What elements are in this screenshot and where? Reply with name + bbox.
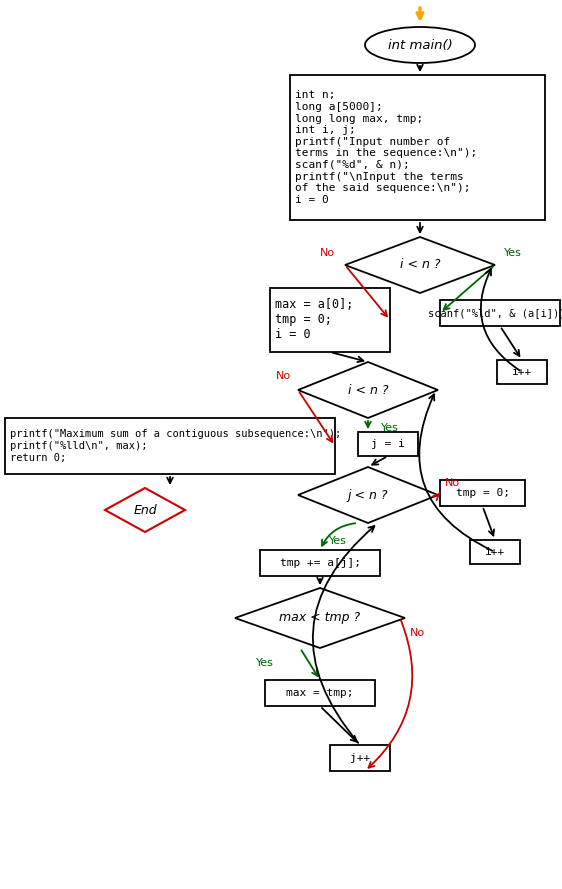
Text: printf("Maximum sum of a contiguous subsequence:\n");
printf("%lld\n", max);
ret: printf("Maximum sum of a contiguous subs… [10,429,341,462]
FancyBboxPatch shape [470,540,520,564]
FancyBboxPatch shape [270,288,390,352]
FancyBboxPatch shape [5,418,335,474]
Text: Yes: Yes [504,248,522,258]
Text: No: No [410,628,424,638]
FancyBboxPatch shape [497,360,547,384]
Polygon shape [298,467,438,523]
FancyBboxPatch shape [260,550,380,576]
Text: j < n ?: j < n ? [348,488,388,501]
Text: i < n ?: i < n ? [400,259,440,271]
FancyBboxPatch shape [330,745,390,771]
FancyBboxPatch shape [290,75,545,220]
Text: tmp = 0;: tmp = 0; [455,488,510,498]
Text: No: No [445,478,460,488]
Text: int main(): int main() [388,38,452,52]
Text: i++: i++ [512,367,532,377]
Text: Yes: Yes [381,423,399,433]
Polygon shape [345,237,495,293]
FancyBboxPatch shape [265,680,375,706]
Text: i++: i++ [485,547,505,557]
Polygon shape [235,588,405,648]
Text: Yes: Yes [329,536,347,546]
Text: max = a[0];
tmp = 0;
i = 0: max = a[0]; tmp = 0; i = 0 [275,299,353,341]
Text: max < tmp ?: max < tmp ? [279,612,361,624]
FancyBboxPatch shape [440,480,525,506]
Text: int n;
long a[5000];
long long max, tmp;
int i, j;
printf("Input number of
terms: int n; long a[5000]; long long max, tmp;… [295,91,477,204]
FancyBboxPatch shape [358,432,418,456]
Text: i < n ?: i < n ? [348,383,388,396]
Text: Yes: Yes [256,658,274,668]
Text: No: No [319,248,334,258]
Text: tmp += a[j];: tmp += a[j]; [279,558,360,568]
Text: scanf("%ld", & (a[i]));: scanf("%ld", & (a[i])); [428,308,562,318]
Ellipse shape [365,27,475,63]
Text: max = tmp;: max = tmp; [286,688,353,698]
Text: End: End [133,503,157,517]
Text: j++: j++ [350,753,370,763]
FancyBboxPatch shape [440,300,560,326]
Polygon shape [298,362,438,418]
Text: No: No [275,371,291,381]
Polygon shape [105,488,185,532]
Text: j = i: j = i [371,439,405,449]
